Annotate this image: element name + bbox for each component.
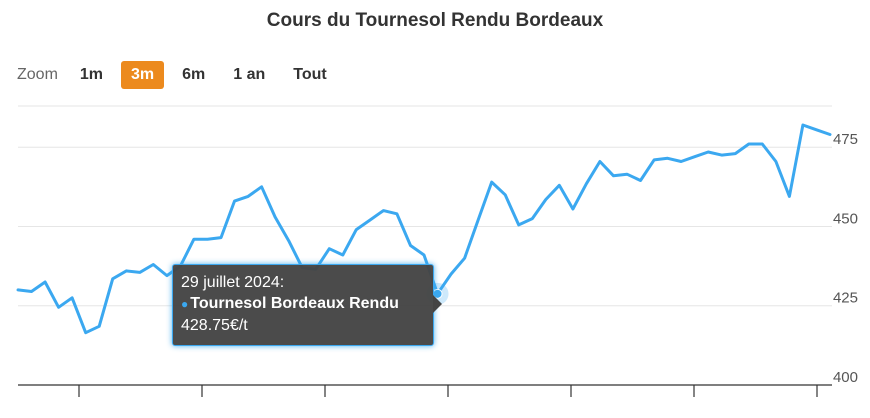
series-dot-icon: ● [181,297,189,311]
zoom-tout-button[interactable]: Tout [283,61,336,89]
series-line[interactable] [16,123,832,335]
tooltip-series-name: Tournesol Bordeaux Rendu [190,295,399,312]
tooltip-date: 29 juillet 2024: [181,274,285,291]
tooltip-series: ● Tournesol Bordeaux Rendu [181,293,425,315]
y-axis-labels: 400 425 450 475 [833,131,858,386]
zoom-3m-button[interactable]: 3m [121,61,165,89]
zoom-1an-button[interactable]: 1 an [223,61,275,89]
tooltip: 29 juillet 2024: ● Tournesol Bordeaux Ren… [172,264,442,346]
x-axis [18,384,832,397]
tooltip-arrow [433,295,442,313]
tooltip-value: 428.75€/t [181,317,248,334]
zoom-1m-button[interactable]: 1m [70,61,113,89]
y-tick-label: 450 [833,210,858,227]
y-tick-label: 425 [833,290,858,307]
y-tick-label: 400 [833,369,858,386]
chart-title: Cours du Tournesol Rendu Bordeaux [266,10,604,31]
y-tick-label: 475 [833,131,858,148]
zoom-label: Zoom [17,66,58,83]
zoom-6m-button[interactable]: 6m [172,61,215,89]
zoom-bar: Zoom 1m 3m 6m 1 an Tout [17,60,345,90]
